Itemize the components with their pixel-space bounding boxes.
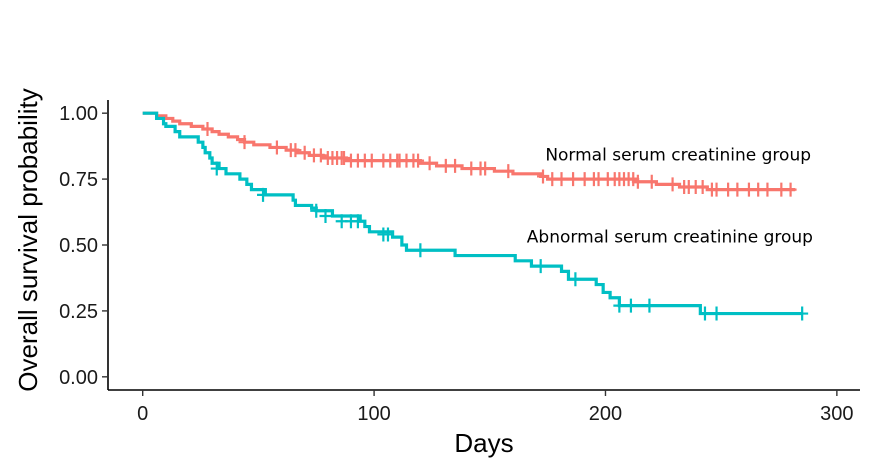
censor-mark [696,180,709,194]
censor-mark [338,151,351,165]
censor-mark [414,243,427,258]
censor-mark [567,172,580,187]
censor-mark [624,298,637,313]
group-label-1: Normal serum creatinine group [545,146,811,166]
y-tick-label: 1.00 [59,103,98,125]
censor-mark [631,174,644,189]
survival-curves [142,111,809,321]
censor-mark [381,227,394,242]
group-label-2: Abnormal serum creatinine group [527,227,813,247]
censor-mark [555,172,568,187]
censor-mark [534,259,547,274]
censor-mark [257,187,270,202]
x-tick-label: 0 [137,403,148,425]
censor-mark [238,135,251,150]
censor-mark [319,209,332,223]
y-tick-label: 0.75 [59,169,98,191]
censor-mark [298,145,311,160]
y-tick-label: 0.25 [59,301,98,323]
x-tick-label: 300 [820,403,853,425]
censor-mark [270,140,283,155]
y-tick-label: 0.50 [59,235,98,257]
censor-mark [761,182,774,197]
censor-mark [710,182,723,197]
x-tick-label: 100 [357,403,390,425]
censor-mark [412,153,425,168]
censor-mark [365,153,378,168]
censor-mark [796,306,809,321]
x-tick-label: 200 [589,403,622,425]
survival-curve-2 [142,111,803,316]
x-axis-title: Days [454,428,513,458]
annotations: Normal serum creatinine group Abnormal se… [527,146,813,248]
censor-mark [731,182,744,197]
censor-mark [351,214,364,229]
censor-mark [479,161,492,176]
censor-mark [784,182,797,197]
censor-mark [613,298,626,313]
censor-mark [569,272,582,287]
censor-mark [210,161,223,176]
censor-mark [201,122,214,136]
censor-mark [314,148,327,163]
censor-mark [289,143,302,158]
censor-mark [643,298,656,313]
ticks: 0 100 200 300 0.00 0.25 0.50 0.75 1.00 [59,103,853,425]
censor-mark [710,306,723,321]
censor-mark [423,156,436,171]
censor-mark [645,174,658,189]
censor-mark [537,169,550,184]
censor-mark [449,158,462,173]
censor-mark [698,306,711,321]
censor-mark [310,203,323,218]
y-axis-title: Overall survival probability [13,88,43,391]
censor-mark [502,164,515,179]
censor-mark [666,177,679,192]
y-tick-label: 0.00 [59,367,98,389]
